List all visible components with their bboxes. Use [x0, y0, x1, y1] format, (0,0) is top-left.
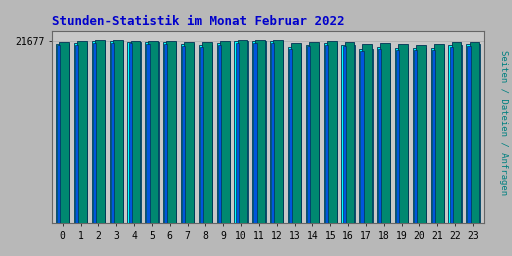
Bar	[93, 43, 96, 223]
Bar	[324, 43, 337, 223]
Bar	[113, 40, 122, 223]
Text: Seiten / Dateien / Anfragen: Seiten / Dateien / Anfragen	[499, 50, 508, 195]
Bar	[163, 42, 177, 223]
Bar	[398, 44, 408, 223]
Bar	[75, 45, 78, 223]
Bar	[202, 42, 212, 223]
Bar	[395, 48, 409, 223]
Bar	[218, 45, 221, 223]
Bar	[164, 44, 167, 223]
Bar	[184, 41, 194, 223]
Bar	[77, 41, 87, 223]
Bar	[234, 41, 248, 223]
Bar	[342, 45, 355, 223]
Bar	[236, 43, 239, 223]
Bar	[95, 40, 105, 223]
Bar	[343, 46, 346, 223]
Bar	[360, 50, 364, 223]
Bar	[217, 43, 230, 223]
Bar	[127, 41, 141, 223]
Bar	[466, 44, 480, 223]
Bar	[273, 40, 283, 223]
Bar	[325, 45, 328, 223]
Bar	[307, 46, 310, 223]
Bar	[359, 49, 373, 223]
Bar	[467, 46, 471, 223]
Bar	[452, 42, 461, 223]
Bar	[377, 47, 391, 223]
Bar	[199, 45, 212, 223]
Bar	[270, 41, 284, 223]
Bar	[431, 48, 444, 223]
Bar	[432, 50, 435, 223]
Bar	[145, 42, 159, 223]
Bar	[220, 41, 229, 223]
Bar	[148, 41, 158, 223]
Bar	[59, 41, 69, 223]
Bar	[253, 42, 257, 223]
Bar	[291, 43, 301, 223]
Bar	[289, 49, 292, 223]
Bar	[57, 46, 60, 223]
Bar	[414, 50, 417, 223]
Bar	[450, 47, 453, 223]
Bar	[434, 45, 443, 223]
Bar	[362, 44, 372, 223]
Bar	[345, 42, 354, 223]
Bar	[74, 43, 87, 223]
Bar	[182, 46, 185, 223]
Bar	[378, 49, 381, 223]
Bar	[470, 42, 479, 223]
Bar	[111, 43, 114, 223]
Bar	[200, 47, 203, 223]
Bar	[252, 41, 266, 223]
Bar	[309, 42, 319, 223]
Bar	[110, 41, 123, 223]
Bar	[288, 47, 301, 223]
Bar	[131, 41, 140, 223]
Bar	[380, 43, 390, 223]
Bar	[166, 41, 176, 223]
Bar	[413, 48, 426, 223]
Text: Stunden-Statistik im Monat Februar 2022: Stunden-Statistik im Monat Februar 2022	[52, 15, 345, 28]
Bar	[327, 41, 336, 223]
Bar	[396, 49, 399, 223]
Bar	[238, 40, 247, 223]
Bar	[181, 45, 194, 223]
Bar	[306, 45, 319, 223]
Bar	[416, 45, 426, 223]
Bar	[129, 43, 132, 223]
Bar	[449, 45, 462, 223]
Bar	[271, 43, 274, 223]
Bar	[146, 44, 150, 223]
Bar	[255, 40, 265, 223]
Bar	[56, 44, 70, 223]
Bar	[92, 41, 105, 223]
